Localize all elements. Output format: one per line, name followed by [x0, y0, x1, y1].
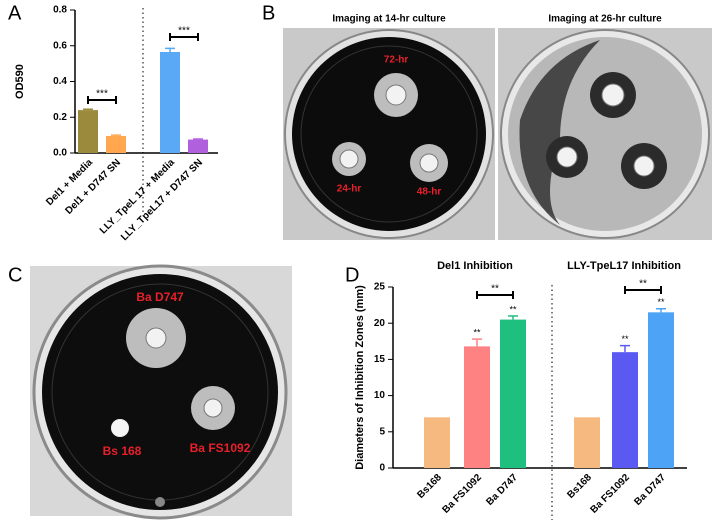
error-bar [508, 315, 518, 320]
significance-label: ** [509, 304, 517, 314]
y-tick-label: 10 [374, 390, 386, 401]
panel-label: C [8, 264, 22, 286]
y-tick-label: 0.4 [53, 76, 67, 87]
bar [424, 417, 450, 468]
x-tick-label: Ba D747 [484, 472, 520, 508]
image-title: Imaging at 26-hr culture [548, 14, 662, 25]
y-tick-label: 0.8 [53, 5, 67, 16]
error-bar [193, 138, 203, 140]
y-tick-label: 0 [379, 463, 385, 474]
x-tick-label: Ba FS1092 [588, 472, 632, 516]
error-bar [472, 338, 482, 347]
chart-subtitle: LLY-TpeL17 Inhibition [567, 260, 681, 272]
significance-label: ** [657, 297, 665, 307]
error-bar [165, 47, 175, 53]
x-tick-label: Bs168 [415, 472, 444, 501]
significance-bracket [624, 286, 662, 294]
plate-label: 72-hr [384, 55, 409, 66]
x-tick-label: Ba FS1092 [440, 472, 484, 516]
y-tick-label: 5 [379, 426, 385, 437]
panel-label: A [8, 2, 22, 24]
x-tick-label: Ba D747 [632, 472, 668, 508]
bar [574, 417, 600, 468]
error-bar [656, 307, 666, 313]
bar [78, 110, 98, 153]
y-axis-label: OD590 [14, 64, 26, 99]
bar [612, 352, 638, 468]
significance-bracket [476, 291, 514, 299]
bracket-label: ** [639, 279, 647, 290]
plate-image-26hr [498, 28, 712, 240]
bar [648, 312, 674, 468]
bar [464, 346, 490, 468]
significance-label: ** [473, 328, 481, 338]
y-tick-label: 20 [374, 318, 386, 329]
y-tick-label: 0.6 [53, 40, 67, 51]
panel-label: D [345, 264, 359, 286]
bar [500, 319, 526, 468]
plate-label: Ba FS1092 [190, 441, 251, 455]
significance-bracket [87, 96, 117, 104]
plate-label: 48-hr [417, 187, 442, 198]
y-tick-label: 0.2 [53, 112, 67, 123]
chart-subtitle: Del1 Inhibition [437, 260, 513, 272]
error-bar [83, 108, 93, 111]
plate-label: Bs 168 [103, 444, 142, 458]
plate-image-14hr [283, 28, 495, 240]
bar [106, 136, 126, 153]
significance-bracket [169, 33, 199, 41]
y-tick-label: 15 [374, 354, 386, 365]
bar [160, 52, 180, 153]
x-tick-label: Bs168 [565, 472, 594, 501]
x-tick-label: Del1 + Media [44, 157, 95, 208]
plate-label: Ba D747 [136, 290, 184, 304]
bracket-label: *** [96, 89, 108, 100]
plate-label: 24-hr [337, 184, 362, 195]
bar [188, 139, 208, 153]
y-tick-label: 25 [374, 282, 386, 293]
bracket-label: *** [178, 26, 190, 37]
error-bar [620, 344, 630, 353]
plate-image-c [30, 264, 292, 520]
error-bar [111, 134, 121, 137]
bracket-label: ** [491, 284, 499, 295]
significance-label: ** [621, 334, 629, 344]
y-tick-label: 0.0 [53, 148, 67, 159]
image-title: Imaging at 14-hr culture [332, 14, 446, 25]
panel-label: B [262, 2, 275, 24]
y-axis-label: Diameters of Inhibition Zones (mm) [354, 285, 366, 470]
